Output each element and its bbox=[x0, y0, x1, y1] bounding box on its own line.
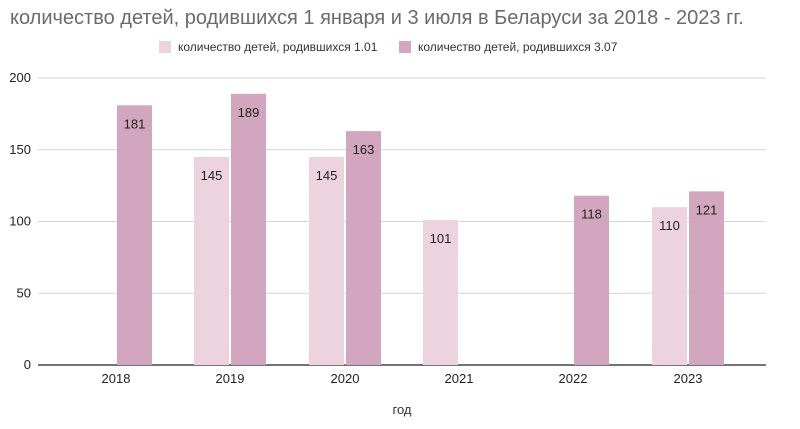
bar-2019-series-1 bbox=[194, 156, 229, 365]
legend-swatch-series-2 bbox=[399, 41, 411, 53]
legend: количество детей, родившихся 1.01 количе… bbox=[159, 40, 618, 54]
x-tick-label-2019: 2019 bbox=[216, 371, 245, 386]
bar-2019-series-2 bbox=[231, 93, 266, 365]
y-tick-label-0: 0 bbox=[24, 357, 31, 372]
value-label-2021-series-1: 101 bbox=[430, 231, 452, 246]
x-tick-label-2020: 2020 bbox=[331, 371, 360, 386]
bar-2021-series-1 bbox=[423, 220, 458, 365]
value-label-2023-series-2: 121 bbox=[696, 202, 718, 217]
x-tick-label-2021: 2021 bbox=[445, 371, 474, 386]
value-label-2019-series-2: 189 bbox=[238, 105, 260, 120]
bar-2023-series-2 bbox=[689, 191, 724, 365]
x-axis-label: год bbox=[393, 402, 412, 417]
y-tick-label-200: 200 bbox=[9, 70, 31, 85]
y-tick-label-100: 100 bbox=[9, 214, 31, 229]
bar-2020-series-2 bbox=[346, 131, 381, 365]
chart-title: количество детей, родившихся 1 января и … bbox=[10, 7, 744, 29]
bar-2018-series-2 bbox=[117, 105, 152, 365]
value-labels: 181 145 189 145 163 101 118 110 121 bbox=[124, 105, 718, 246]
bars bbox=[117, 93, 724, 365]
y-tick-label-50: 50 bbox=[17, 285, 31, 300]
value-label-2022-series-2: 118 bbox=[581, 207, 602, 222]
value-label-2018-series-2: 181 bbox=[124, 116, 146, 131]
x-tick-label-2022: 2022 bbox=[559, 371, 588, 386]
value-label-2020-series-2: 163 bbox=[353, 142, 375, 157]
x-axis-ticks: 2018 2019 2020 2021 2022 2023 bbox=[102, 371, 703, 386]
value-label-2019-series-1: 145 bbox=[201, 168, 223, 183]
gridlines bbox=[38, 77, 766, 366]
bar-2023-series-1 bbox=[652, 207, 687, 365]
y-axis-ticks: 0 50 100 150 200 bbox=[9, 70, 31, 372]
bar-2022-series-2 bbox=[574, 195, 609, 365]
value-label-2020-series-1: 145 bbox=[316, 168, 338, 183]
legend-label-series-2: количество детей, родившихся 3.07 bbox=[418, 40, 618, 54]
x-tick-label-2023: 2023 bbox=[674, 371, 703, 386]
x-tick-label-2018: 2018 bbox=[102, 371, 131, 386]
bar-2020-series-1 bbox=[309, 156, 344, 365]
value-label-2023-series-1: 110 bbox=[659, 218, 680, 233]
legend-label-series-1: количество детей, родившихся 1.01 bbox=[178, 40, 378, 54]
legend-swatch-series-1 bbox=[159, 41, 171, 53]
y-tick-label-150: 150 bbox=[9, 142, 31, 157]
